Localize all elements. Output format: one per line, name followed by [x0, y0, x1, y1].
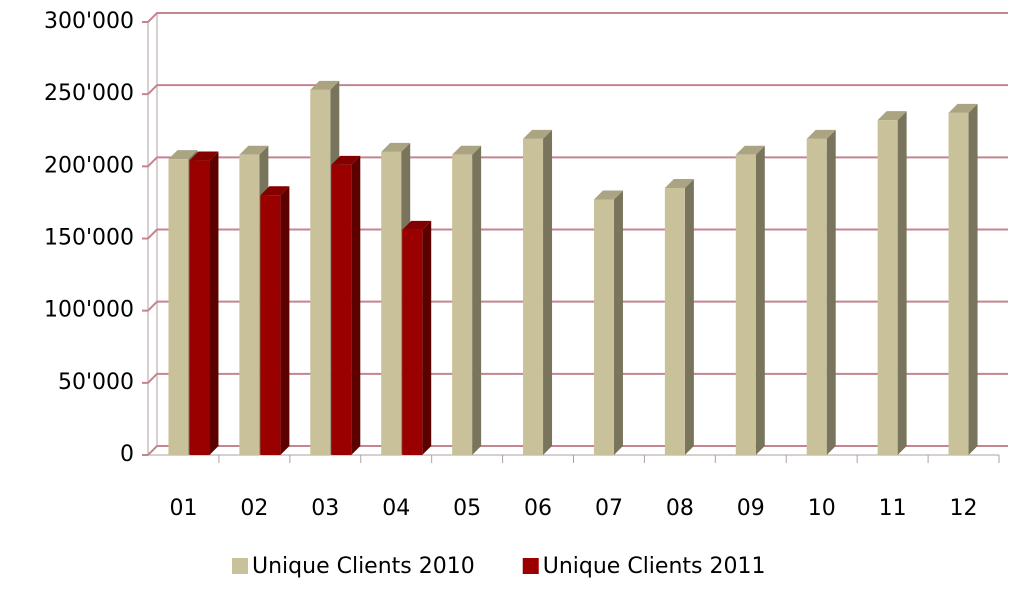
bar-top	[402, 220, 432, 230]
bar	[260, 186, 290, 455]
bar-side	[280, 186, 290, 455]
bar-front	[168, 159, 189, 455]
bar-side	[613, 190, 623, 455]
legend-label: Unique Clients 2010	[252, 554, 475, 579]
bar-front	[877, 120, 898, 455]
bar-front	[331, 164, 352, 455]
bar	[948, 103, 978, 456]
y-tick-label: 150'000	[44, 226, 134, 251]
grid-line	[142, 372, 1008, 384]
grid-line	[142, 12, 1008, 23]
bar-top	[948, 103, 978, 113]
x-tick-label: 10	[808, 496, 836, 521]
bar-front	[310, 89, 331, 455]
bar-front	[523, 138, 544, 455]
bar-top	[310, 80, 340, 90]
bar-front	[806, 138, 827, 455]
legend-swatch	[232, 558, 248, 574]
bar-top	[877, 111, 907, 121]
y-tick-label: 100'000	[44, 298, 134, 323]
y-tick-label: 0	[120, 442, 134, 467]
bar-top	[452, 145, 482, 155]
bar-front	[593, 199, 614, 455]
bar-front	[260, 195, 281, 455]
grid-line	[142, 445, 1008, 456]
bar-front	[948, 112, 969, 456]
bar-top	[593, 190, 623, 200]
bar-top	[523, 129, 553, 139]
bar-top	[331, 155, 361, 165]
bar-side	[826, 129, 836, 455]
x-tick-label: 11	[879, 496, 907, 521]
x-tick-label: 06	[524, 496, 552, 521]
bar-side	[543, 129, 553, 455]
bar-front	[735, 154, 756, 455]
bar-top	[806, 129, 836, 139]
bar-front	[402, 229, 423, 455]
x-tick-label: 07	[595, 496, 623, 521]
bar	[331, 155, 361, 455]
bar-side	[897, 111, 907, 455]
bar-top	[260, 186, 290, 196]
bar-front	[664, 187, 685, 455]
y-tick-label: 50'000	[58, 370, 134, 395]
bar-side	[351, 155, 361, 455]
bar-top	[381, 142, 411, 152]
bar-top	[664, 178, 694, 188]
bar	[452, 145, 482, 455]
grid-line	[142, 156, 1008, 168]
bar-top	[168, 150, 198, 160]
x-tick-label: 03	[311, 496, 339, 521]
bar	[735, 145, 765, 455]
grid-line	[142, 300, 1008, 312]
bar-side	[968, 103, 978, 456]
bar-front	[452, 154, 473, 455]
legend-label: Unique Clients 2011	[543, 554, 766, 579]
bar	[189, 151, 219, 455]
y-tick-label: 200'000	[44, 153, 134, 178]
y-tick-label: 300'000	[44, 9, 134, 34]
bar-side	[684, 178, 694, 455]
bar-side	[472, 145, 482, 455]
bar-side	[755, 145, 765, 455]
x-tick-label: 02	[240, 496, 268, 521]
bar	[806, 129, 836, 455]
bar-top	[189, 151, 219, 161]
x-tick-label: 01	[169, 496, 197, 521]
bar	[877, 111, 907, 455]
bar-front	[381, 151, 402, 455]
bar-side	[209, 151, 219, 455]
x-tick-label: 05	[453, 496, 481, 521]
x-tick-label: 04	[382, 496, 410, 521]
bar-front	[239, 154, 260, 455]
grid-line	[142, 84, 1008, 96]
bar-top	[239, 145, 269, 155]
x-tick-label: 08	[666, 496, 694, 521]
x-tick-label: 12	[950, 496, 978, 521]
y-tick-label: 250'000	[44, 81, 134, 106]
bar-side	[422, 220, 432, 455]
bar	[523, 129, 553, 455]
bar	[402, 220, 432, 455]
bar-front	[189, 160, 210, 455]
legend-swatch	[522, 558, 539, 574]
bar-top	[735, 145, 765, 155]
x-tick-label: 09	[737, 496, 765, 521]
bar	[664, 178, 694, 455]
grid-line	[142, 228, 1008, 240]
bar	[593, 190, 623, 455]
